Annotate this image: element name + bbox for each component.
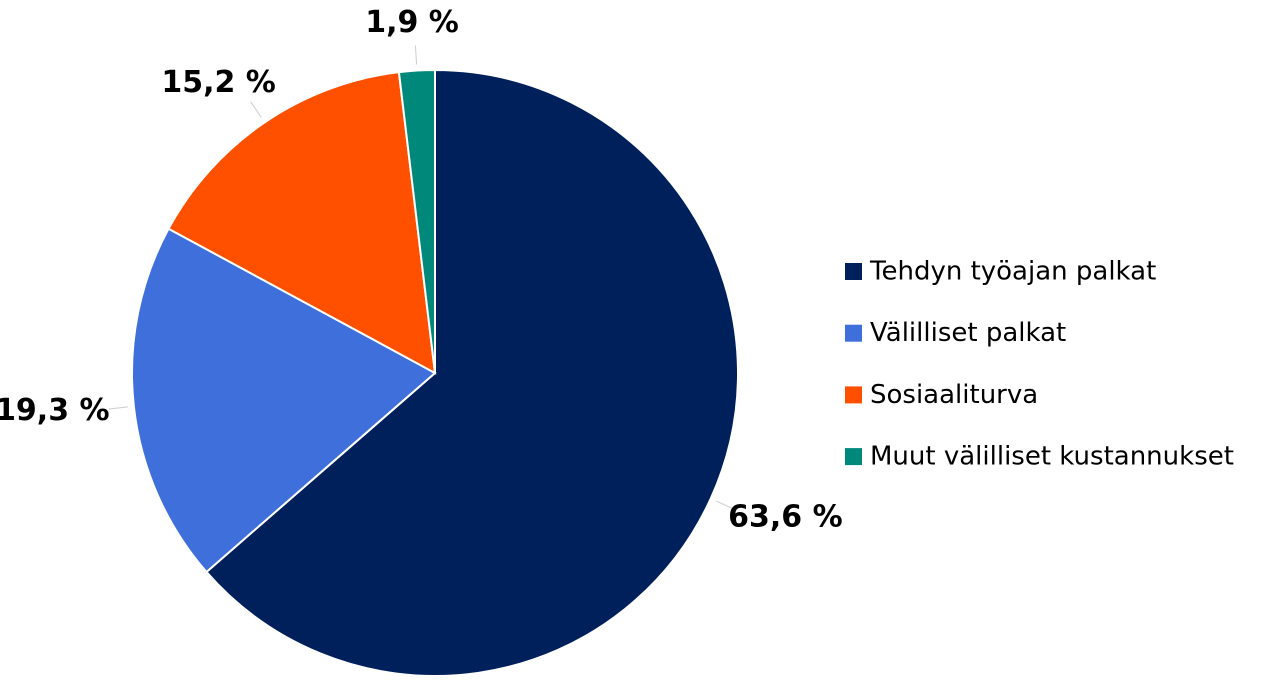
leader-line [250, 101, 262, 118]
legend-label: Välilliset palkat [870, 318, 1066, 348]
pie-slice [205, 68, 740, 677]
legend-swatch [845, 263, 862, 280]
pie-slice [167, 71, 437, 375]
legend-label: Tehdyn työajan palkat [869, 257, 1156, 287]
legend-swatch [845, 448, 862, 466]
data-label: 19,3 % [0, 393, 110, 428]
leader-line [716, 500, 734, 510]
data-label: 1,9 % [365, 5, 459, 40]
legend-swatch [845, 324, 862, 342]
legend-swatch [845, 386, 862, 404]
legend-label: Sosiaaliturva [870, 380, 1038, 410]
pie-slice [131, 227, 437, 574]
leader-line [108, 406, 128, 410]
pie-slice [397, 68, 436, 374]
legend-label: Muut välilliset kustannukset [870, 442, 1234, 472]
data-label: 15,2 % [161, 65, 276, 100]
leader-line [414, 45, 418, 65]
data-label: 63,6 % [728, 500, 843, 535]
